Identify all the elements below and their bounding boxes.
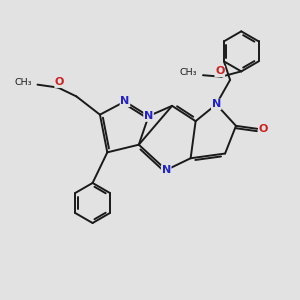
Text: N: N — [212, 99, 221, 110]
Text: N: N — [162, 165, 171, 175]
Text: O: O — [215, 66, 224, 76]
Text: CH₃: CH₃ — [14, 78, 32, 87]
Text: CH₃: CH₃ — [180, 68, 197, 77]
Text: O: O — [259, 124, 268, 134]
Text: N: N — [120, 96, 130, 106]
Text: N: N — [144, 111, 153, 121]
Text: O: O — [55, 77, 64, 87]
